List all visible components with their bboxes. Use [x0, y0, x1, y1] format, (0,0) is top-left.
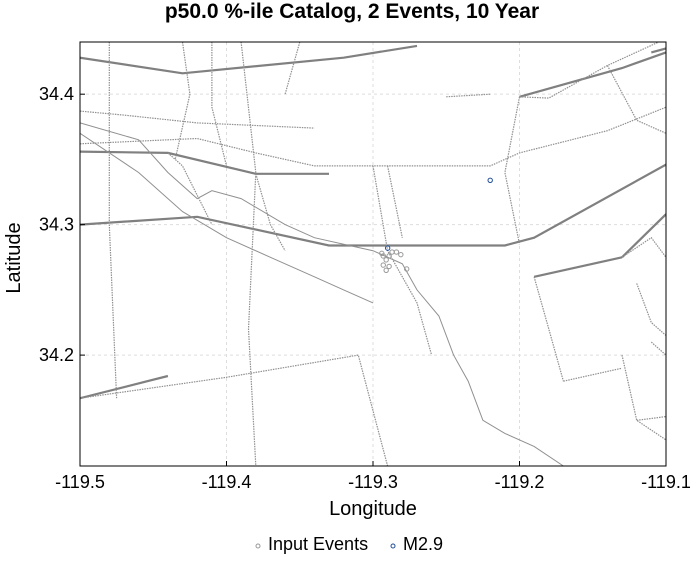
fault-trace-light-9 [167, 152, 213, 225]
fault-trace-light-12 [504, 96, 521, 245]
fault-trace-light-17 [563, 367, 623, 382]
point-series-0-2 [383, 257, 389, 263]
fault-trace-light-21 [621, 354, 666, 441]
fault-trace-light-13 [606, 65, 666, 134]
fault-trace-light-3 [240, 42, 257, 466]
fault-trace-thin-1 [80, 132, 374, 304]
point-series-0-7 [383, 267, 389, 274]
fault-trace-light-19 [636, 283, 666, 336]
fault-trace-heavy-3 [519, 51, 666, 98]
point-series-0-1 [380, 253, 386, 259]
fault-trace-heavy-7 [651, 47, 666, 54]
legend: Input Events M2.9 [255, 534, 443, 554]
legend-label-m2-9: M2.9 [403, 534, 443, 554]
legend-label-input-events: Input Events [268, 534, 368, 554]
legend-marker-m2-9 [390, 543, 396, 549]
fault-trace-light-8 [211, 42, 228, 167]
fault-trace-light-5 [80, 354, 389, 466]
fault-trace-light-14 [372, 165, 433, 356]
fault-trace-heavy-4 [80, 374, 169, 400]
point-series-0-6 [398, 251, 404, 258]
fault-trace-light-2 [108, 42, 118, 399]
fault-trace-light-7 [174, 42, 191, 160]
fault-trace-light-0 [80, 110, 315, 129]
point-series-1-1 [487, 177, 493, 183]
fault-trace-heavy-0 [80, 44, 418, 75]
fault-trace-light-18 [621, 236, 666, 258]
y-axis-label: Latitude [3, 222, 25, 293]
y-tick-label-2: 34.4 [39, 84, 74, 104]
point-series-0-8 [386, 263, 392, 270]
fault-trace-heavy-2 [80, 163, 666, 247]
fault-trace-heavy-5 [533, 256, 623, 278]
fault-trace-light-22 [636, 415, 666, 421]
fault-trace-light-16 [533, 276, 564, 382]
x-tick-label-2: -119.3 [348, 472, 398, 492]
point-series-0-5 [393, 249, 400, 255]
fault-trace-light-15 [387, 165, 403, 238]
x-tick-label-4: -119.1 [641, 472, 691, 492]
y-tick-label-0: 34.2 [39, 345, 74, 365]
point-series-0-3 [386, 253, 392, 259]
point-series-1-0 [384, 245, 391, 251]
x-axis-ticks: -119.5 -119.4 -119.3 -119.2 -119.1 [55, 461, 691, 492]
data-points [379, 177, 493, 274]
y-tick-label-1: 34.3 [39, 215, 74, 235]
legend-marker-input-events [255, 543, 261, 549]
fault-trace-heavy-6 [621, 213, 666, 259]
fault-trace-light-20 [650, 341, 666, 356]
x-tick-label-1: -119.4 [202, 472, 252, 492]
y-axis-ticks: 34.2 34.3 34.4 [39, 84, 85, 365]
point-series-0-0 [379, 250, 385, 257]
x-axis-label: Longitude [329, 498, 417, 520]
fault-trace-light-1 [284, 42, 301, 95]
fault-trace-heavy-1 [80, 150, 329, 175]
fault-trace-light-10 [255, 173, 286, 251]
point-series-0-10 [403, 266, 410, 272]
grid-lines [79, 42, 667, 466]
fault-trace-light-4 [519, 42, 659, 99]
x-tick-label-3: -119.2 [495, 472, 545, 492]
fault-traces [80, 42, 666, 466]
x-tick-label-0: -119.5 [55, 472, 105, 492]
fault-trace-light-6 [80, 106, 666, 167]
fault-trace-thin-0 [80, 122, 564, 466]
chart-title: p50.0 %-ile Catalog, 2 Events, 10 Year [165, 0, 539, 23]
point-series-0-9 [380, 262, 386, 268]
point-series-0-4 [389, 249, 395, 255]
